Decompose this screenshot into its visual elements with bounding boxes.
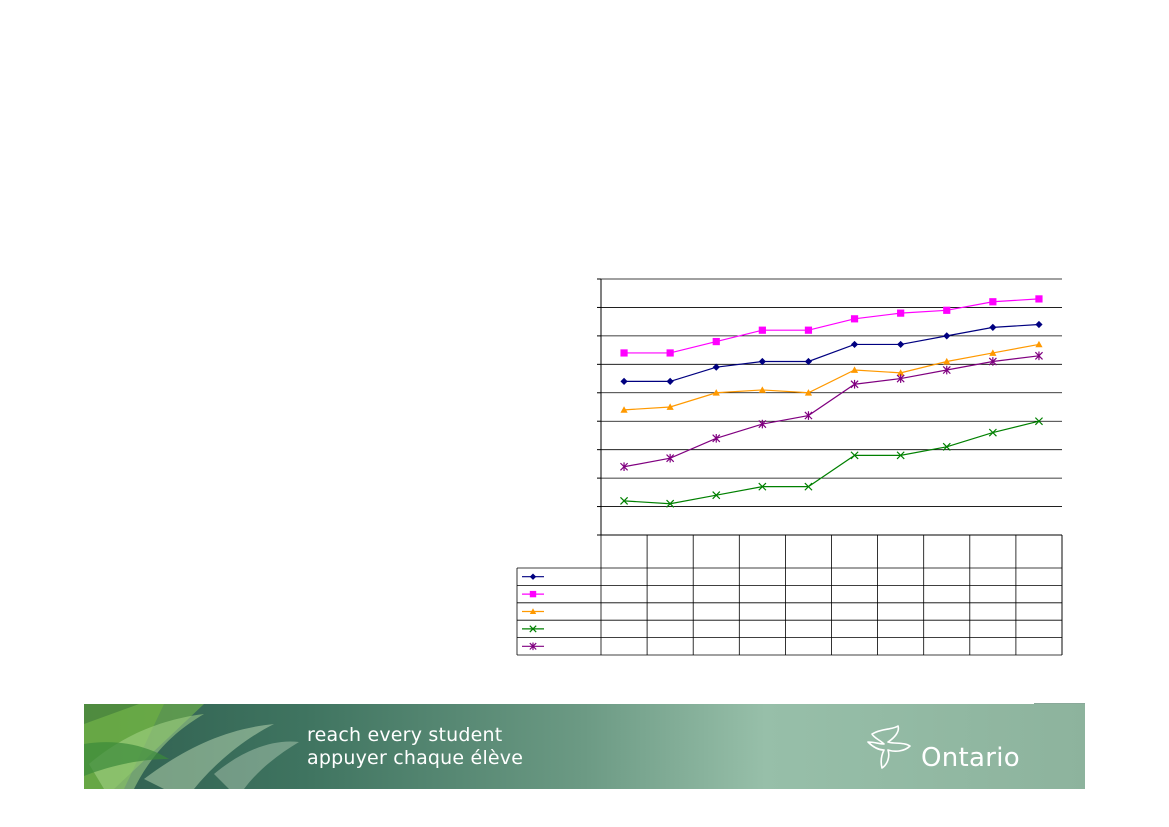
data-point [989,323,997,331]
footer-banner: reach every student appuyer chaque élève… [84,704,1085,789]
data-point [712,433,721,443]
data-point [529,608,537,615]
data-point [758,326,766,334]
series-line [624,323,1039,382]
swoosh-logo-art [84,704,299,789]
series-line [624,343,1040,411]
data-point [989,298,997,306]
ontario-wordmark: Ontario [921,743,1020,773]
data-point [850,315,859,323]
series-line [623,355,1040,468]
data-point [666,403,674,410]
data-point [620,377,628,385]
data-point [943,332,951,340]
data-point [988,428,997,437]
data-point [804,357,813,366]
data-point [666,349,674,357]
data-point [712,491,721,500]
data-point [988,357,997,366]
line-chart [516,278,1063,656]
data-point [804,389,813,396]
data-point [666,377,674,385]
data-point [529,625,537,633]
data-point [712,389,720,396]
data-point [804,482,813,491]
data-point [989,349,997,356]
data-point [850,366,859,373]
data-point [1034,417,1043,426]
data-point [1035,295,1043,303]
data-point [896,374,905,383]
data-point [850,340,859,349]
data-point [897,309,905,317]
data-point [943,306,951,314]
data-point [850,451,859,460]
data-point [942,442,951,451]
tagline-english: reach every student [307,724,503,746]
data-point [529,573,537,580]
data-point [896,451,905,460]
data-point [666,453,675,463]
data-point [1034,351,1043,361]
data-point [666,499,675,508]
data-point [850,379,859,389]
data-point [620,496,629,505]
data-point [897,340,905,349]
data-point [758,386,766,393]
data-point [758,482,767,491]
data-point [943,357,951,365]
data-point [758,357,766,366]
data-point [620,462,629,472]
data-point [712,363,720,371]
data-point [620,406,628,413]
tagline-french: appuyer chaque élève [307,747,524,769]
series-line [624,298,1039,354]
data-point [529,590,537,598]
data-point [529,642,537,651]
data-point [804,326,813,334]
tagline: reach every student appuyer chaque élève [307,724,523,770]
series-line [624,420,1040,505]
data-point [942,365,951,375]
data-point [712,337,720,346]
banner-top-rule [1034,703,1085,704]
data-point [758,419,767,429]
data-point [804,411,813,420]
data-point [620,349,628,357]
data-point [1035,320,1043,329]
data-point [897,369,905,376]
trillium-icon [867,725,911,769]
data-point [1035,340,1043,348]
